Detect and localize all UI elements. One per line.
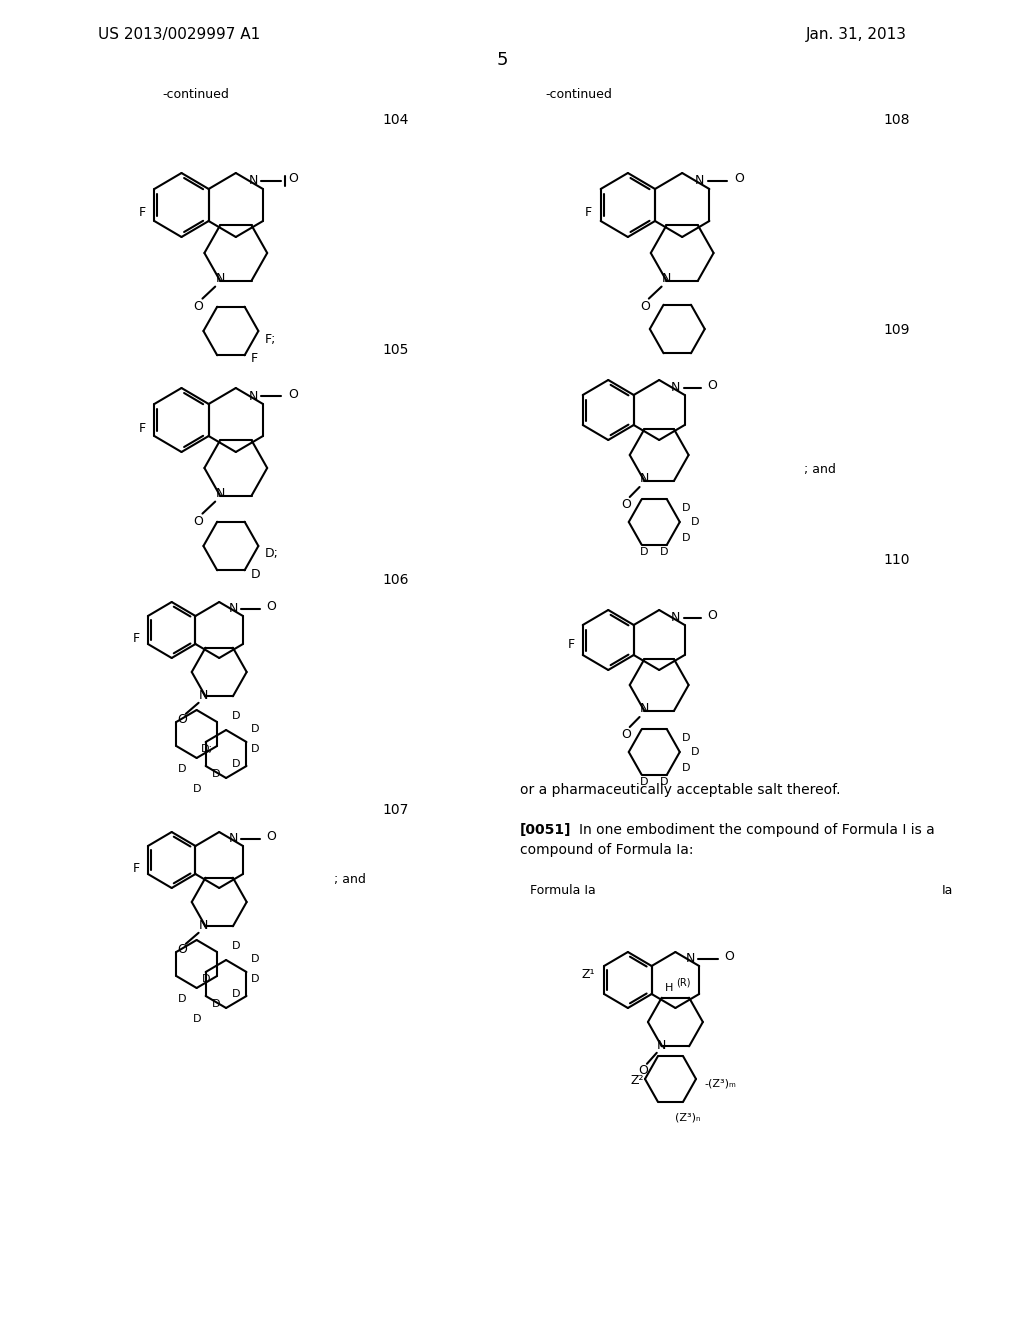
Text: O: O (194, 300, 204, 313)
Text: D: D (640, 777, 649, 787)
Text: O: O (708, 379, 717, 392)
Text: F: F (585, 206, 592, 219)
Text: O: O (724, 950, 734, 964)
Text: 107: 107 (383, 803, 409, 817)
Text: O: O (194, 515, 204, 528)
Text: (Z³)ₙ: (Z³)ₙ (676, 1111, 700, 1122)
Text: N: N (671, 611, 681, 624)
Text: (R): (R) (677, 978, 691, 987)
Text: ; and: ; and (334, 874, 366, 887)
Text: O: O (621, 727, 631, 741)
Text: Z¹: Z¹ (582, 969, 595, 982)
Text: D;: D; (201, 744, 213, 754)
Text: Formula Ia: Formula Ia (529, 883, 596, 896)
Text: F;: F; (265, 333, 276, 346)
Text: -(Z³)ₘ: -(Z³)ₘ (705, 1078, 736, 1089)
Text: N: N (228, 602, 238, 615)
Text: -continued: -continued (546, 88, 612, 102)
Text: H: H (665, 983, 673, 994)
Text: O: O (177, 944, 186, 956)
Text: D;: D; (265, 548, 280, 561)
Text: D: D (681, 763, 690, 774)
Text: F: F (138, 421, 145, 434)
Text: Ia: Ia (942, 883, 953, 896)
Text: N: N (215, 487, 225, 500)
Text: D: D (691, 747, 699, 756)
Text: O: O (266, 601, 276, 614)
Text: N: N (686, 953, 695, 965)
Text: D: D (202, 974, 211, 983)
Text: N: N (640, 473, 649, 486)
Text: O: O (640, 300, 650, 313)
Text: O: O (734, 173, 744, 186)
Text: 109: 109 (883, 323, 909, 337)
Text: 104: 104 (383, 114, 409, 127)
Text: US 2013/0029997 A1: US 2013/0029997 A1 (98, 28, 260, 42)
Text: F: F (138, 206, 145, 219)
Text: O: O (266, 830, 276, 843)
Text: N: N (695, 174, 705, 187)
Text: N: N (671, 381, 681, 393)
Text: N: N (199, 919, 208, 932)
Text: ; and: ; and (805, 463, 837, 477)
Text: D: D (251, 974, 260, 983)
Text: D: D (640, 546, 649, 557)
Text: D: D (681, 503, 690, 513)
Text: D: D (212, 770, 220, 779)
Text: D: D (178, 764, 186, 774)
Text: D: D (251, 723, 260, 734)
Text: D: D (251, 568, 260, 581)
Text: N: N (640, 702, 649, 715)
Text: 5: 5 (497, 51, 508, 69)
Text: N: N (657, 1039, 667, 1052)
Text: 105: 105 (383, 343, 409, 356)
Text: D: D (212, 999, 220, 1008)
Text: D: D (681, 733, 690, 743)
Text: O: O (288, 173, 298, 186)
Text: [0051]: [0051] (520, 822, 571, 837)
Text: D: D (231, 941, 241, 950)
Text: Z²: Z² (631, 1074, 644, 1088)
Text: or a pharmaceutically acceptable salt thereof.: or a pharmaceutically acceptable salt th… (520, 783, 841, 797)
Text: D: D (193, 784, 201, 795)
Text: D: D (231, 759, 241, 770)
Text: 106: 106 (383, 573, 410, 587)
Text: In one embodiment the compound of Formula I is a: In one embodiment the compound of Formul… (579, 822, 935, 837)
Text: compound of Formula Ia:: compound of Formula Ia: (520, 843, 693, 857)
Text: O: O (177, 713, 186, 726)
Text: N: N (228, 833, 238, 846)
Text: D: D (659, 546, 669, 557)
Text: D: D (681, 533, 690, 543)
Text: D: D (231, 989, 241, 999)
Text: F: F (133, 631, 140, 644)
Text: D: D (691, 517, 699, 527)
Text: 110: 110 (883, 553, 909, 568)
Text: F: F (251, 352, 258, 366)
Text: F: F (567, 639, 574, 652)
Text: Jan. 31, 2013: Jan. 31, 2013 (806, 28, 906, 42)
Text: D: D (193, 1014, 201, 1024)
Text: N: N (249, 174, 258, 187)
Text: D: D (251, 954, 260, 964)
Text: D: D (251, 744, 260, 754)
Text: N: N (199, 689, 208, 702)
Text: O: O (708, 609, 717, 622)
Text: O: O (621, 498, 631, 511)
Text: O: O (288, 388, 298, 400)
Text: N: N (662, 272, 671, 285)
Text: -continued: -continued (163, 88, 229, 102)
Text: N: N (249, 389, 258, 403)
Text: 108: 108 (883, 114, 909, 127)
Text: N: N (215, 272, 225, 285)
Text: O: O (638, 1064, 648, 1077)
Text: D: D (178, 994, 186, 1005)
Text: F: F (133, 862, 140, 874)
Text: D: D (659, 777, 669, 787)
Text: D: D (231, 711, 241, 721)
